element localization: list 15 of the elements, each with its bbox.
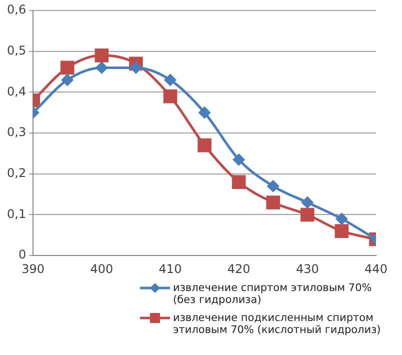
x-tick-label: 420	[227, 262, 250, 276]
y-tick-label: 0,5	[6, 43, 26, 58]
y-tick-label: 0,2	[6, 166, 26, 180]
x-tick-label: 410	[158, 262, 182, 276]
legend-label: извлечение спиртом этиловым 70% (без гидролиза)	[173, 282, 373, 306]
y-tick-label: 0,1	[6, 206, 26, 221]
y-tick-label: 0,4	[6, 84, 26, 98]
y-tick-label: 0,3	[6, 125, 26, 140]
x-tick-label: 400	[90, 262, 114, 276]
x-tick-label: 390	[22, 262, 45, 276]
legend-label: извлечение подкисленным спиртом этиловым 70% (кислотный гидролиз)	[173, 312, 382, 336]
y-tick-label: 0	[18, 248, 26, 262]
y-tick-label: 0,6	[6, 2, 26, 17]
x-tick-label: 430	[296, 262, 319, 276]
x-tick-label: 440	[364, 262, 388, 276]
